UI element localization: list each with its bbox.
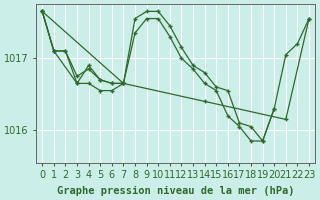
X-axis label: Graphe pression niveau de la mer (hPa): Graphe pression niveau de la mer (hPa) — [57, 186, 294, 196]
